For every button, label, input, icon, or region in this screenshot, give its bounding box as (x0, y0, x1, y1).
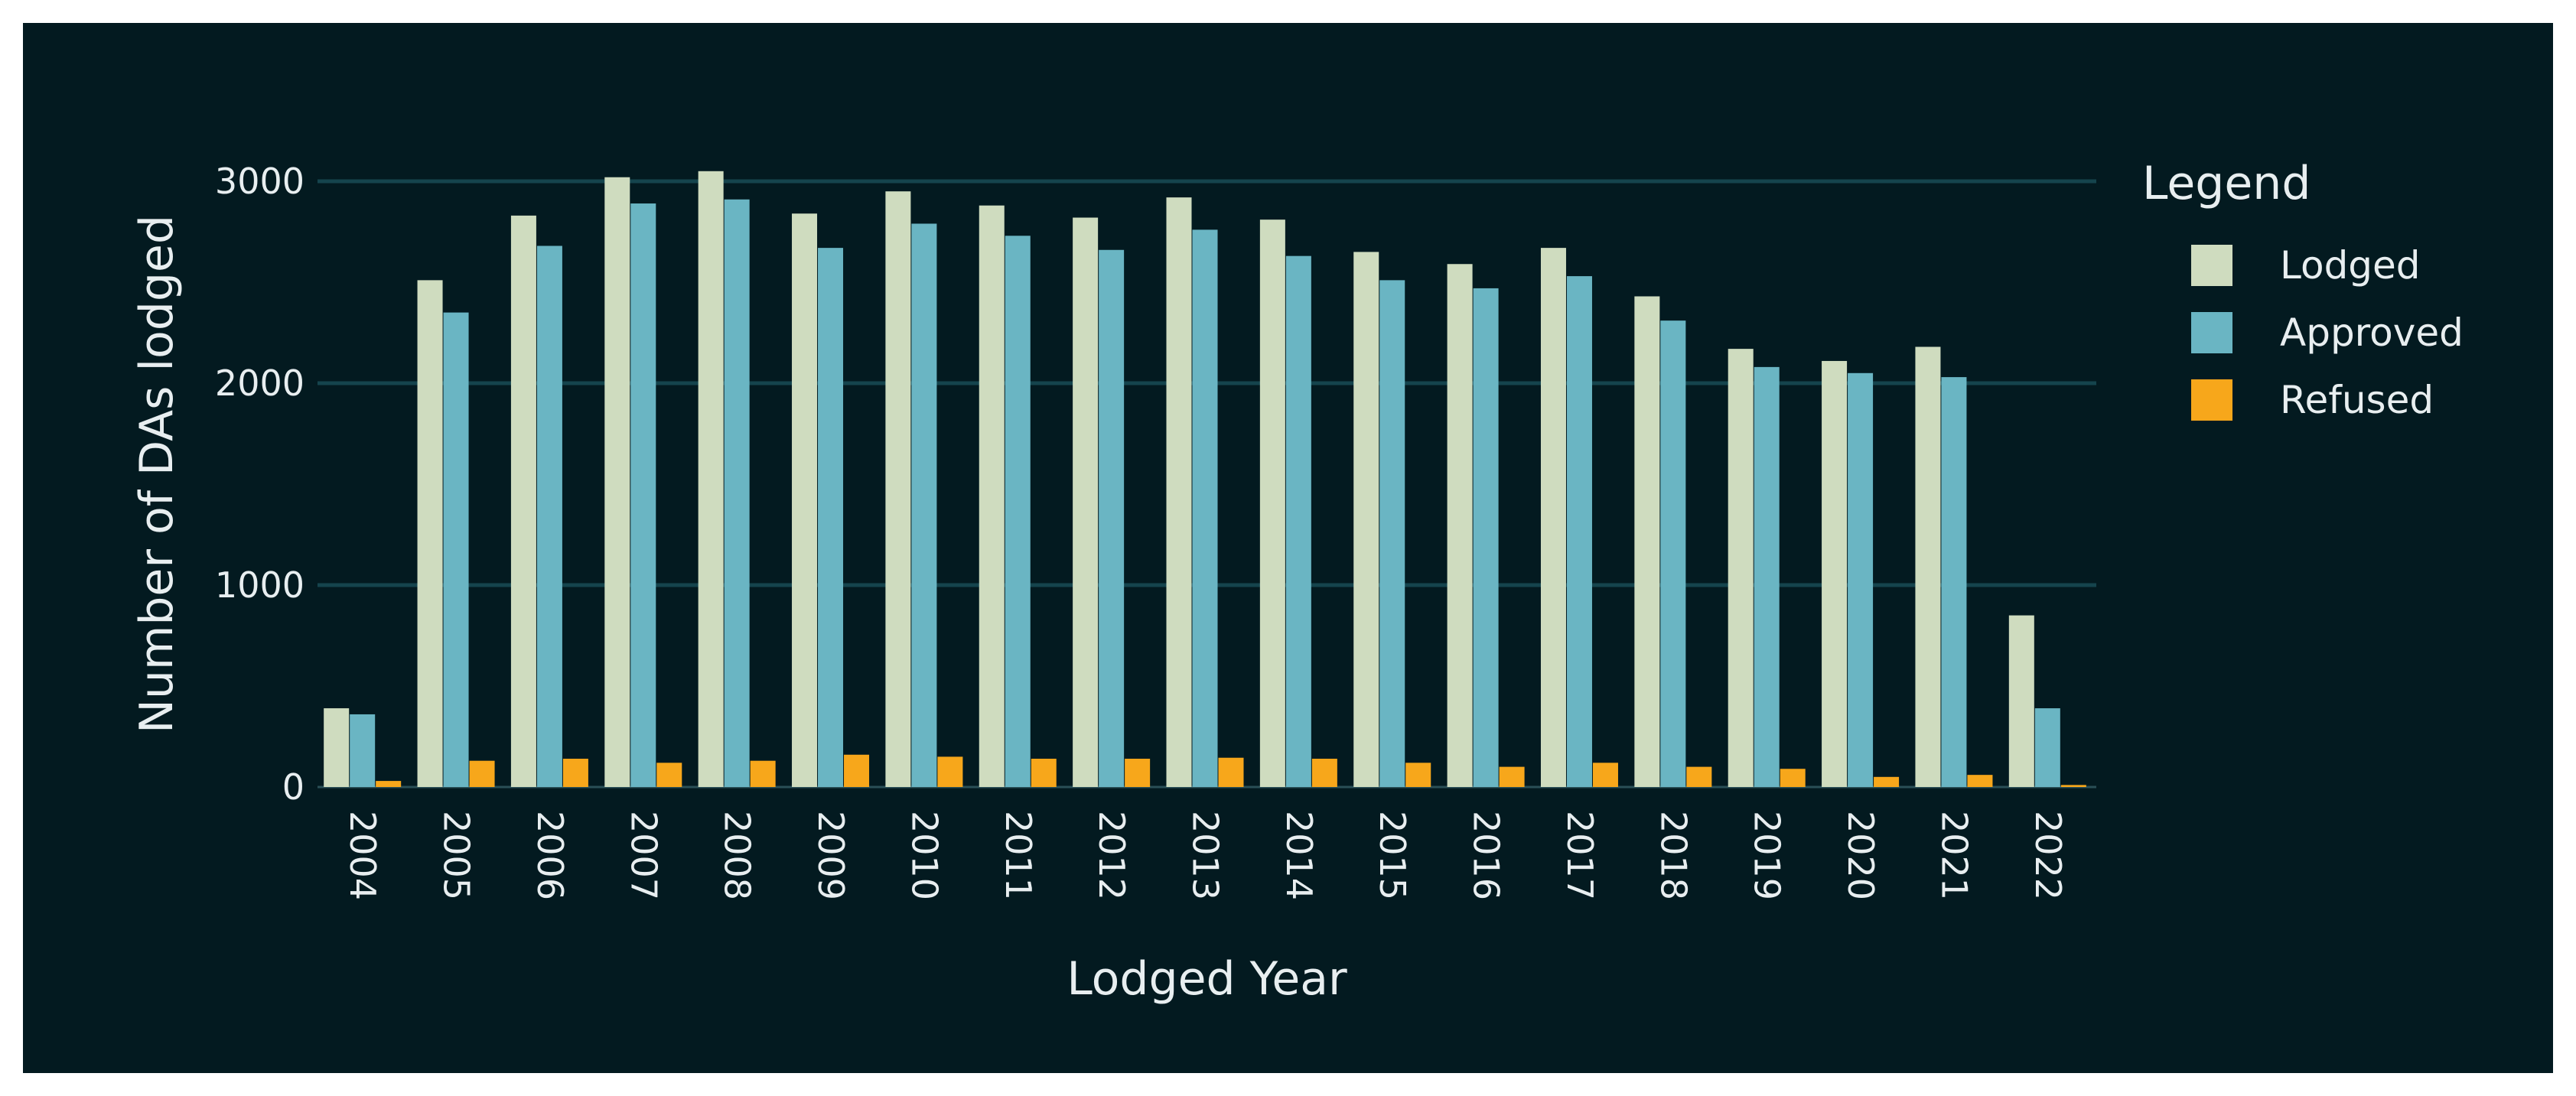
bar-refused-2013 (1218, 757, 1244, 787)
y-tick-label: 2000 (215, 363, 304, 404)
bar-approved-2019 (1754, 366, 1780, 787)
bar-refused-2014 (1311, 759, 1337, 787)
x-tick-label: 2017 (1559, 811, 1601, 900)
y-tick-label: 3000 (215, 161, 304, 202)
bar-lodged-2007 (604, 177, 630, 788)
bar-lodged-2021 (1915, 346, 1941, 788)
legend-swatch-refused (2191, 379, 2232, 421)
bar-lodged-2013 (1166, 197, 1192, 787)
x-tick-label: 2016 (1466, 811, 1507, 900)
bar-lodged-2017 (1540, 248, 1566, 787)
legend-label-approved: Approved (2280, 311, 2464, 355)
legend-title: Legend (2142, 157, 2311, 210)
bar-approved-2010 (911, 223, 937, 787)
bar-refused-2007 (656, 763, 682, 787)
bar-refused-2010 (937, 756, 963, 787)
bar-approved-2004 (350, 714, 376, 787)
chart-panel: 0 1000 2000 3000 2004 2005 2006 2007 2008 2009 20… (23, 23, 2553, 1073)
bar-refused-2008 (750, 760, 776, 787)
bar-refused-2004 (376, 781, 402, 787)
bar-lodged-2008 (698, 171, 724, 788)
bar-refused-2019 (1780, 769, 1806, 787)
bar-approved-2017 (1566, 276, 1592, 788)
x-tick-label: 2022 (2027, 811, 2069, 900)
x-tick-label: 2005 (436, 811, 477, 900)
bar-approved-2020 (1848, 372, 1874, 787)
bar-approved-2009 (818, 248, 844, 787)
bar-lodged-2009 (792, 213, 818, 787)
bar-refused-2009 (844, 754, 870, 787)
bar-lodged-2012 (1073, 217, 1099, 787)
bar-lodged-2010 (885, 191, 911, 787)
bar-approved-2011 (1005, 236, 1031, 787)
x-tick-label: 2015 (1372, 811, 1413, 900)
x-tick-label: 2021 (1933, 811, 1975, 900)
bar-approved-2014 (1285, 255, 1311, 787)
x-tick-label: 2011 (998, 811, 1039, 900)
bar-refused-2011 (1031, 759, 1057, 787)
bar-approved-2021 (1941, 377, 1967, 788)
bar-refused-2021 (1967, 775, 1993, 787)
bars (324, 171, 2086, 788)
bar-approved-2015 (1379, 280, 1405, 787)
x-tick-label: 2006 (529, 811, 571, 900)
x-tick-label: 2018 (1653, 811, 1694, 900)
y-axis-title: Number of DAs lodged (130, 215, 184, 733)
bar-approved-2022 (2034, 708, 2060, 787)
bar-approved-2006 (536, 246, 562, 788)
bar-refused-2022 (2060, 785, 2086, 787)
x-tick-label: 2004 (342, 811, 383, 900)
bar-lodged-2019 (1728, 349, 1754, 787)
x-tick-label: 2020 (1840, 811, 1881, 900)
legend-swatch-approved (2191, 312, 2232, 353)
x-tick-label: 2009 (810, 811, 852, 900)
bar-refused-2015 (1405, 763, 1431, 787)
legend-label-refused: Refused (2280, 378, 2434, 422)
bar-lodged-2011 (979, 205, 1005, 787)
y-tick-labels: 0 1000 2000 3000 (215, 161, 304, 808)
bar-lodged-2020 (1822, 360, 1848, 788)
bar-lodged-2014 (1259, 220, 1285, 787)
legend-swatch-lodged (2191, 245, 2232, 286)
legend-label-lodged: Lodged (2280, 243, 2421, 288)
bar-refused-2016 (1499, 766, 1525, 787)
bar-refused-2012 (1125, 759, 1151, 787)
bar-approved-2008 (724, 199, 750, 787)
bar-approved-2016 (1473, 288, 1499, 787)
x-tick-label: 2014 (1278, 811, 1320, 900)
bar-lodged-2022 (2008, 615, 2034, 787)
x-tick-label: 2008 (717, 811, 758, 900)
bar-lodged-2005 (417, 280, 443, 787)
bar-refused-2017 (1592, 763, 1618, 787)
x-tick-labels: 2004 2005 2006 2007 2008 2009 2010 2011 2012 2013… (342, 811, 2069, 900)
bar-lodged-2015 (1353, 252, 1379, 787)
legend: Legend Lodged Approved Refused (2142, 157, 2464, 422)
x-tick-label: 2012 (1091, 811, 1132, 900)
bar-refused-2005 (469, 760, 495, 787)
x-tick-label: 2013 (1185, 811, 1226, 900)
bar-refused-2018 (1686, 766, 1712, 787)
bar-refused-2020 (1874, 776, 1900, 787)
bar-approved-2007 (630, 203, 656, 787)
bar-lodged-2004 (324, 708, 350, 787)
bar-approved-2013 (1192, 229, 1218, 787)
bar-approved-2018 (1660, 320, 1686, 787)
bar-approved-2012 (1099, 249, 1125, 787)
bar-refused-2006 (562, 759, 588, 787)
bar-lodged-2006 (510, 215, 536, 787)
bar-lodged-2016 (1447, 264, 1473, 787)
bar-lodged-2018 (1634, 296, 1660, 788)
y-tick-label: 0 (282, 766, 304, 808)
y-tick-label: 1000 (215, 564, 304, 606)
x-axis-title: Lodged Year (1067, 952, 1347, 1006)
x-tick-label: 2019 (1747, 811, 1788, 900)
x-tick-label: 2007 (623, 811, 664, 900)
bar-approved-2005 (443, 312, 469, 788)
x-tick-label: 2010 (904, 811, 945, 900)
